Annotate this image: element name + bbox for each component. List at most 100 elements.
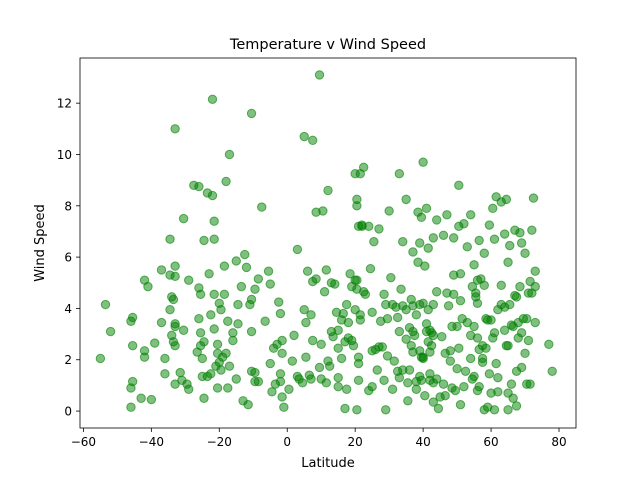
data-point	[277, 348, 287, 359]
data-point	[333, 343, 343, 353]
data-point	[401, 334, 411, 344]
data-point	[465, 353, 476, 364]
data-point	[319, 287, 330, 297]
data-point	[525, 379, 535, 389]
data-point	[511, 292, 522, 302]
data-point	[333, 381, 343, 392]
x-tick-label: 0	[283, 435, 291, 449]
data-point	[418, 157, 428, 167]
data-point	[277, 392, 287, 402]
data-point	[367, 307, 377, 317]
data-point	[156, 317, 167, 328]
data-point	[353, 358, 364, 369]
y-tick-label: 8	[64, 199, 72, 213]
data-point	[95, 353, 106, 364]
data-point	[316, 339, 326, 350]
data-point	[486, 315, 496, 325]
data-point	[246, 294, 257, 305]
data-point	[170, 261, 180, 271]
data-point	[340, 403, 350, 414]
data-point	[530, 266, 540, 276]
data-point	[178, 325, 189, 335]
data-point	[333, 373, 343, 383]
data-point	[394, 326, 405, 337]
data-point	[409, 330, 420, 341]
data-point	[126, 402, 136, 412]
data-point	[465, 210, 476, 220]
data-point	[246, 108, 257, 119]
data-point	[416, 212, 427, 223]
data-point	[454, 343, 464, 353]
data-point	[489, 234, 500, 244]
data-point	[401, 194, 411, 205]
data-point	[516, 328, 527, 338]
y-tick-label: 6	[64, 251, 72, 265]
data-point	[428, 397, 439, 407]
data-point	[460, 366, 471, 376]
data-point	[168, 294, 179, 305]
data-point	[100, 299, 111, 310]
data-point	[127, 340, 138, 351]
data-point	[308, 135, 318, 146]
data-point	[301, 317, 311, 328]
data-point	[352, 405, 362, 415]
data-point	[381, 405, 391, 415]
data-point	[530, 281, 540, 292]
data-point	[544, 339, 554, 350]
data-point	[223, 316, 233, 326]
data-point	[156, 265, 167, 275]
data-point	[506, 379, 517, 389]
data-point	[484, 369, 495, 379]
data-point	[336, 353, 347, 364]
data-point	[505, 240, 515, 251]
data-point	[528, 193, 539, 203]
data-point	[184, 384, 194, 394]
data-point	[416, 375, 427, 385]
data-point	[423, 243, 433, 253]
data-point	[459, 219, 469, 229]
x-tick-label: −40	[139, 435, 164, 449]
data-point	[231, 256, 241, 266]
data-point	[515, 228, 525, 238]
data-point	[352, 275, 362, 285]
data-point	[449, 233, 459, 243]
data-point	[503, 257, 513, 267]
data-point	[289, 330, 299, 341]
data-point	[477, 353, 488, 364]
data-point	[274, 297, 284, 307]
data-point	[275, 369, 286, 379]
data-point	[250, 284, 260, 294]
y-tick-label: 2	[64, 353, 72, 367]
data-point	[379, 289, 389, 300]
data-point	[318, 206, 328, 216]
data-point	[472, 333, 483, 343]
data-point	[321, 378, 331, 388]
y-axis-label: Wind Speed	[33, 204, 48, 282]
data-point	[302, 266, 313, 276]
data-point	[184, 275, 194, 285]
data-point	[253, 376, 264, 387]
data-point	[260, 316, 270, 326]
data-point	[228, 328, 238, 338]
y-tick-label: 10	[57, 148, 72, 162]
data-point	[246, 326, 257, 337]
data-point	[206, 369, 216, 379]
data-point	[515, 281, 525, 292]
data-point	[257, 202, 267, 212]
data-point	[306, 310, 316, 320]
data-point	[445, 346, 455, 356]
x-tick-label: −60	[71, 435, 96, 449]
data-point	[392, 312, 403, 323]
data-point	[170, 124, 180, 134]
data-point	[233, 299, 243, 310]
data-point	[301, 352, 311, 362]
data-point	[306, 374, 316, 384]
data-point	[195, 328, 206, 338]
data-point	[197, 353, 208, 364]
data-point	[209, 216, 219, 226]
data-point	[221, 348, 231, 359]
points-layer	[95, 70, 557, 415]
data-point	[503, 405, 513, 415]
data-point	[404, 365, 415, 375]
data-point	[508, 393, 518, 403]
